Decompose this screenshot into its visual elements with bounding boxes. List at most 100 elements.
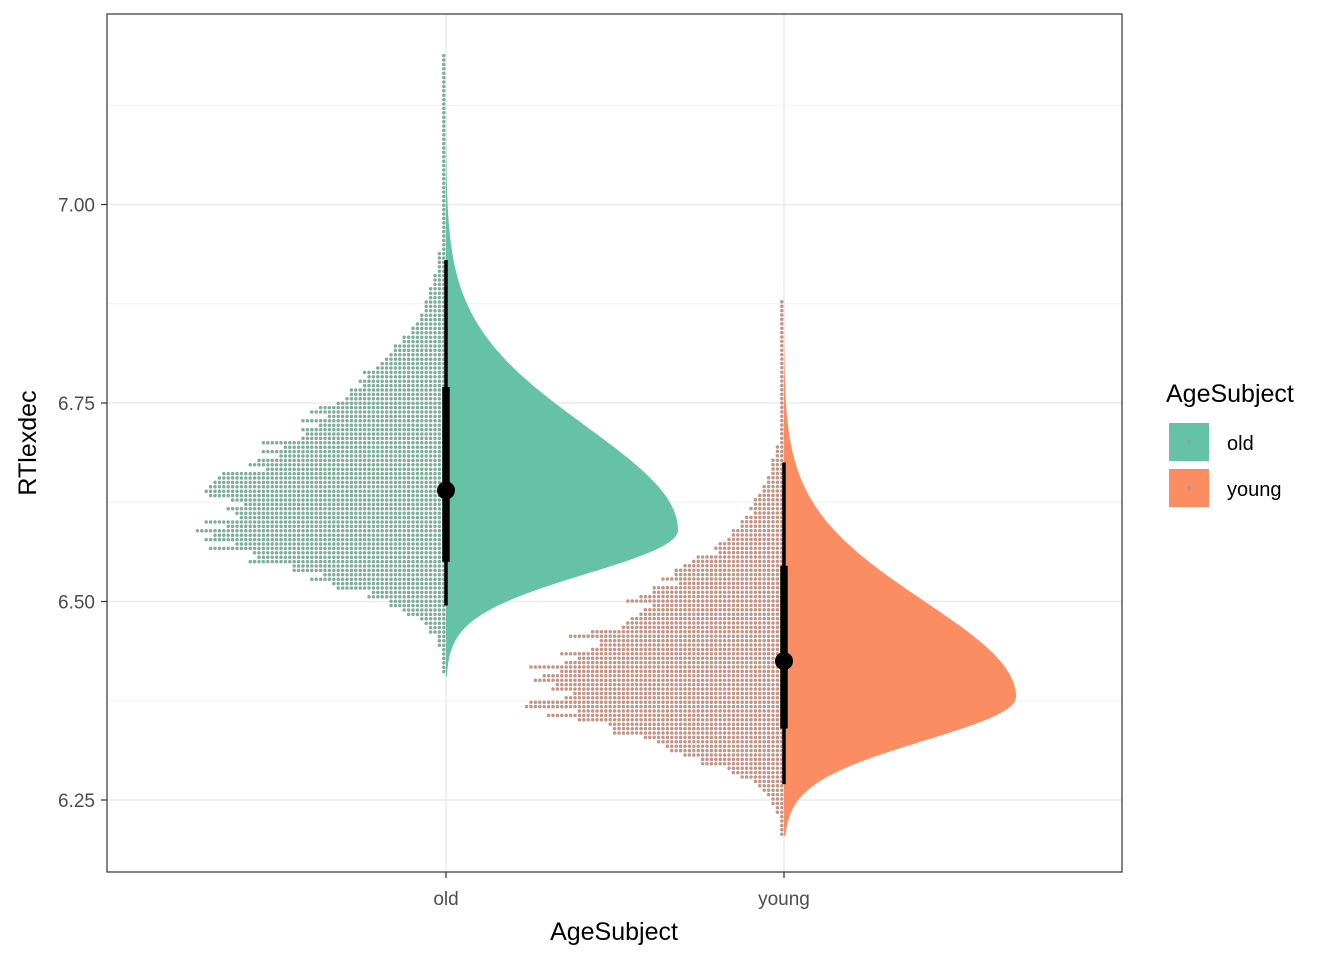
- data-point: [771, 498, 775, 502]
- data-point: [415, 586, 420, 590]
- data-point: [266, 485, 270, 489]
- data-point: [766, 577, 771, 581]
- data-point: [670, 608, 674, 612]
- data-point: [727, 594, 731, 599]
- data-point: [692, 704, 696, 709]
- data-point: [345, 489, 349, 493]
- data-point: [722, 713, 727, 718]
- data-point: [749, 559, 753, 564]
- legend-item-young: young: [1169, 469, 1282, 507]
- data-point: [389, 581, 393, 586]
- data-point: [314, 480, 318, 485]
- data-point: [292, 515, 296, 520]
- data-point: [349, 414, 354, 419]
- data-point: [354, 520, 358, 524]
- data-point: [424, 537, 428, 542]
- data-point: [714, 603, 718, 608]
- data-point: [230, 520, 235, 524]
- data-point: [318, 480, 323, 485]
- data-point: [766, 493, 771, 498]
- data-point: [336, 467, 340, 471]
- data-point: [318, 529, 323, 533]
- data-point: [775, 616, 780, 621]
- data-point: [301, 441, 305, 445]
- data-point: [766, 669, 771, 674]
- data-point: [564, 652, 568, 656]
- data-point: [323, 529, 327, 533]
- data-point: [292, 533, 296, 537]
- data-point: [696, 735, 700, 740]
- data-point: [376, 502, 380, 507]
- data-point: [415, 331, 420, 335]
- data-point: [305, 454, 310, 458]
- data-point: [766, 647, 771, 652]
- data-point: [279, 493, 283, 498]
- data-point: [301, 436, 305, 441]
- data-point: [753, 634, 758, 638]
- data-point: [564, 678, 568, 682]
- data-point: [402, 524, 406, 529]
- data-point: [621, 647, 626, 652]
- data-point: [727, 603, 731, 608]
- data-point: [740, 577, 744, 581]
- data-point: [753, 757, 758, 762]
- data-point: [683, 572, 687, 577]
- data-point: [753, 656, 758, 660]
- data-point: [424, 621, 428, 625]
- data-point: [758, 550, 762, 555]
- data-point: [384, 467, 389, 471]
- data-point: [648, 682, 652, 687]
- data-point: [323, 467, 327, 471]
- data-point: [340, 427, 345, 432]
- data-point: [420, 577, 424, 581]
- data-point: [318, 476, 323, 480]
- data-point: [415, 608, 420, 612]
- data-point: [586, 674, 590, 678]
- data-point: [270, 480, 274, 485]
- data-point: [305, 493, 310, 498]
- data-point: [323, 480, 327, 485]
- data-point: [406, 392, 411, 397]
- data-point: [442, 225, 446, 229]
- data-point: [380, 427, 384, 432]
- data-point: [420, 463, 424, 467]
- data-point: [608, 669, 612, 674]
- data-point: [705, 700, 709, 704]
- data-point: [354, 524, 358, 529]
- data-point: [595, 665, 599, 669]
- data-point: [336, 498, 340, 502]
- data-point: [323, 537, 327, 542]
- data-point: [753, 599, 758, 603]
- data-point: [442, 150, 446, 155]
- data-point: [665, 577, 670, 581]
- data-point: [740, 775, 744, 779]
- data-point: [643, 594, 648, 599]
- data-point: [656, 704, 661, 709]
- data-point: [722, 735, 727, 740]
- data-point: [775, 700, 780, 704]
- data-point: [766, 608, 771, 612]
- data-point: [296, 537, 301, 542]
- data-point: [595, 678, 599, 682]
- data-point: [714, 616, 718, 621]
- data-point: [722, 656, 727, 660]
- data-point: [380, 533, 384, 537]
- data-point: [705, 568, 709, 572]
- data-point: [780, 810, 784, 814]
- data-point: [766, 568, 771, 572]
- data-point: [310, 529, 314, 533]
- data-point: [393, 414, 398, 419]
- data-point: [604, 674, 608, 678]
- data-point: [740, 612, 744, 616]
- data-point: [652, 594, 656, 599]
- data-point: [428, 317, 433, 322]
- data-point: [718, 630, 722, 634]
- data-point: [744, 524, 749, 528]
- data-point: [749, 599, 753, 603]
- data-point: [420, 467, 424, 471]
- data-point: [771, 753, 775, 757]
- data-point: [362, 489, 367, 493]
- data-point: [766, 590, 771, 594]
- data-point: [749, 713, 753, 718]
- data-point: [248, 498, 252, 502]
